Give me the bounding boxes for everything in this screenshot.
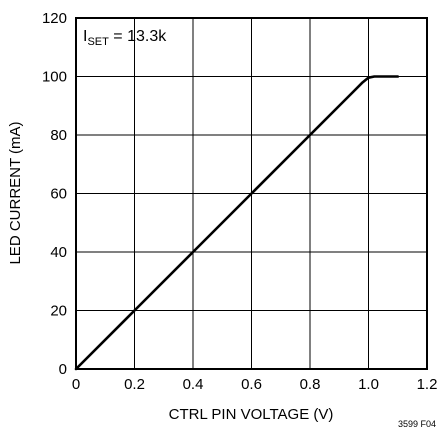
- x-tick-label: 0: [72, 376, 80, 393]
- y-tick-labels: 0 20 40 60 80 100 120: [42, 10, 67, 378]
- y-tick-label: 100: [42, 69, 67, 86]
- y-tick-label: 40: [50, 244, 67, 261]
- x-tick-label: 1.0: [358, 376, 379, 393]
- y-tick-label: 80: [50, 127, 67, 144]
- figure-id: 3599 F04: [398, 419, 436, 429]
- x-tick-label: 0.8: [300, 376, 321, 393]
- x-tick-label: 0.4: [183, 376, 204, 393]
- y-tick-label: 0: [59, 361, 67, 378]
- y-tick-label: 60: [50, 186, 67, 203]
- iset-symbol: I: [83, 28, 87, 45]
- x-tick-label: 1.2: [417, 376, 438, 393]
- series-group: [74, 75, 400, 371]
- plot-frame: [75, 17, 428, 370]
- x-axis-title: CTRL PIN VOLTAGE (V): [169, 406, 334, 423]
- iset-annotation: ISET = 13.3k: [83, 28, 167, 48]
- iset-value: = 13.3k: [109, 28, 167, 45]
- iset-subscript: SET: [87, 36, 109, 48]
- y-tick-label: 20: [50, 303, 67, 320]
- y-tick-label: 120: [42, 10, 67, 27]
- x-tick-label: 0.2: [124, 376, 145, 393]
- x-tick-labels: 0 0.2 0.4 0.6 0.8 1.0 1.2: [72, 376, 438, 393]
- y-axis-title: LED CURRENT (mA): [7, 121, 24, 264]
- series-line: [74, 75, 400, 371]
- x-tick-label: 0.6: [241, 376, 262, 393]
